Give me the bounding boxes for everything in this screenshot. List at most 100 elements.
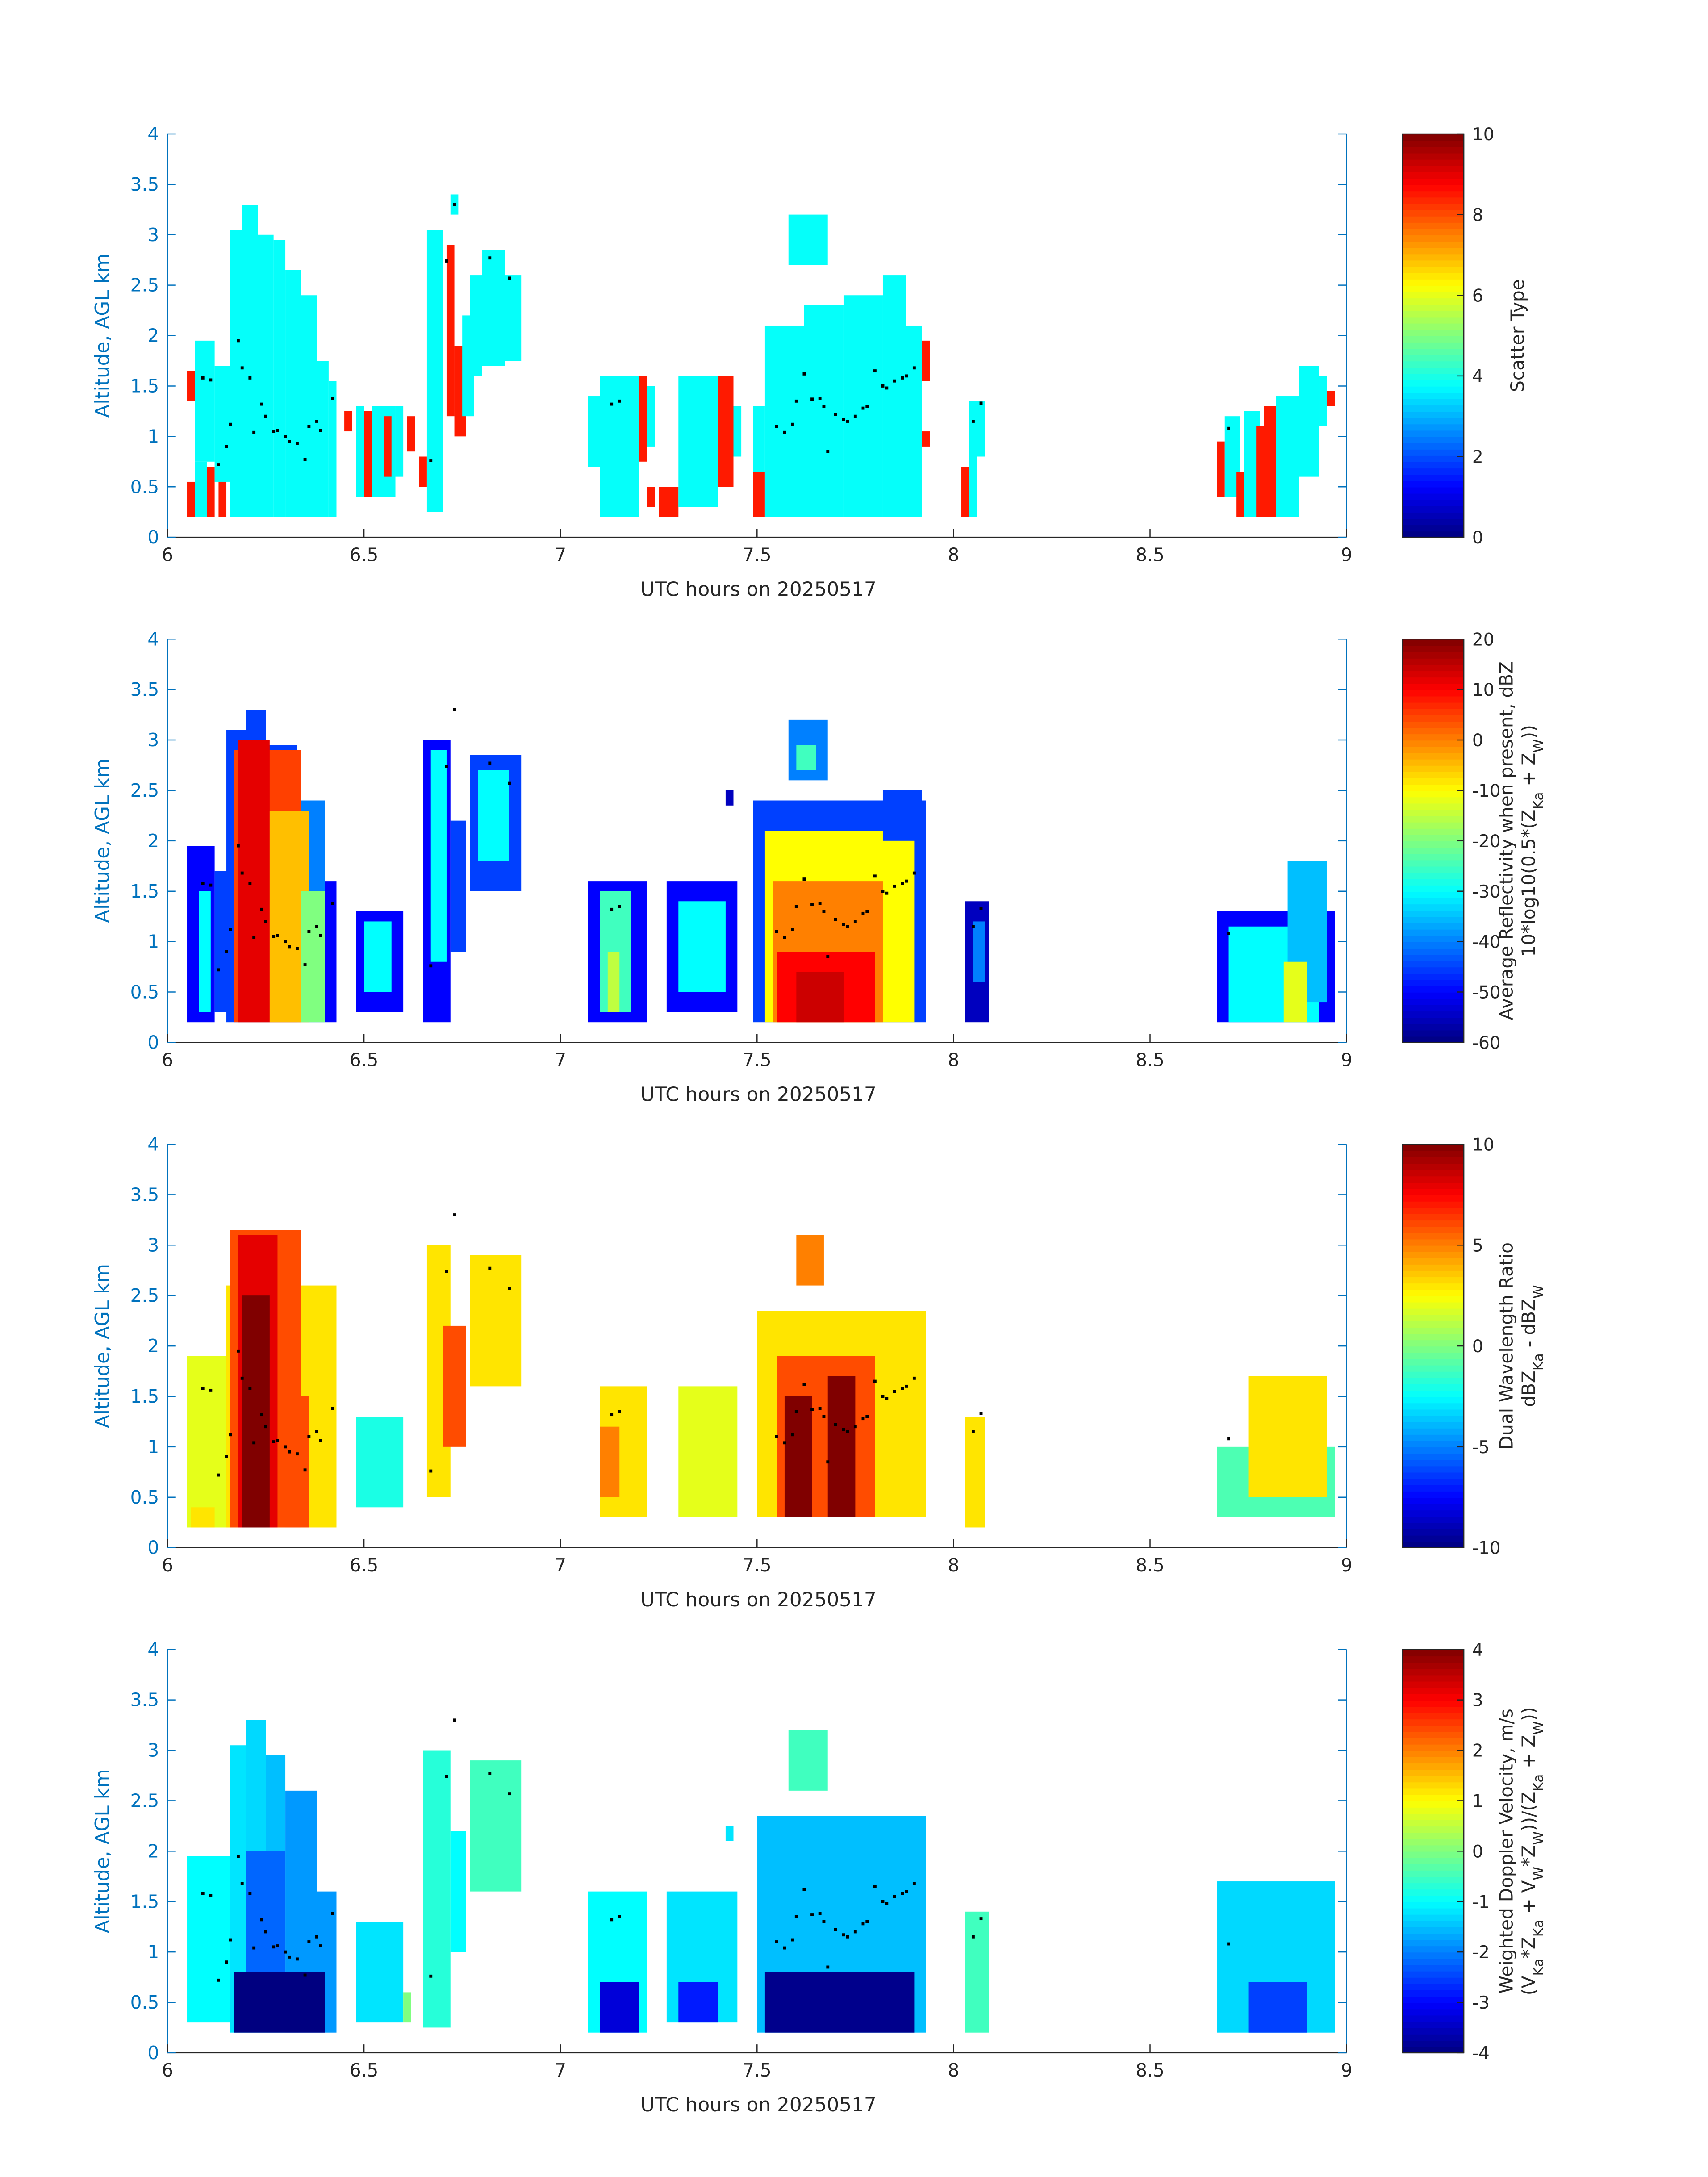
marker-dot: [810, 903, 814, 906]
heatmap-cell: [301, 891, 325, 1023]
colorbar-swatch: [1402, 1700, 1464, 1707]
heatmap-cell: [1319, 376, 1327, 426]
colorbar-swatch: [1402, 430, 1464, 437]
heatmap-cell: [764, 1972, 915, 2033]
colorbar-swatch: [1402, 860, 1464, 867]
marker-dot: [252, 1441, 256, 1445]
colorbar-swatch: [1402, 1914, 1464, 1921]
x-tick-label: 7: [555, 2060, 566, 2081]
colorbar-swatch: [1402, 1675, 1464, 1682]
marker-dot: [252, 936, 256, 939]
marker-dot: [209, 378, 213, 382]
colorbar-swatch: [1402, 1509, 1464, 1517]
x-tick-label: 9: [1341, 544, 1353, 565]
marker-dot: [201, 1892, 205, 1895]
colorbar-label-text: Dual Wavelength Ratio: [1496, 1242, 1517, 1450]
colorbar-swatch: [1402, 1901, 1464, 1909]
marker-dot: [865, 405, 869, 408]
y-tick-label: 0: [147, 1537, 159, 1559]
marker-dot: [272, 1440, 276, 1443]
marker-dot: [264, 1425, 267, 1429]
colorbar-swatch: [1402, 1744, 1464, 1751]
heatmap-cell: [301, 295, 317, 517]
colorbar-swatch: [1402, 1952, 1464, 1959]
colorbar-swatch: [1402, 380, 1464, 387]
colorbar-swatch: [1402, 771, 1464, 778]
marker-dot: [873, 369, 877, 373]
colorbar-swatch: [1402, 652, 1464, 659]
colorbar-swatch: [1402, 2040, 1464, 2047]
colorbar-swatch: [1402, 1390, 1464, 1397]
marker-dot: [873, 874, 877, 878]
colorbar-swatch: [1402, 1163, 1464, 1170]
colorbar-swatch: [1402, 696, 1464, 703]
marker-dot: [288, 1955, 291, 1959]
x-tick-label: 8.5: [1136, 1049, 1165, 1071]
heatmap-cell: [234, 1972, 325, 2033]
colorbar-tick-label: 5: [1472, 1236, 1483, 1256]
marker-dot: [775, 930, 778, 933]
marker-dot: [865, 910, 869, 913]
colorbar-swatch: [1402, 1681, 1464, 1688]
colorbar-swatch: [1402, 1826, 1464, 1833]
marker-dot: [264, 1930, 267, 1934]
heatmap-cell: [446, 245, 455, 417]
x-tick-label: 6: [162, 1049, 173, 1071]
marker-dot: [846, 925, 849, 928]
marker-dot: [885, 891, 889, 895]
heatmap-cell: [191, 1507, 215, 1528]
marker-dot: [775, 1940, 778, 1943]
marker-dot: [1227, 1437, 1230, 1441]
marker-dot: [209, 883, 213, 887]
heatmap-cell: [600, 1426, 620, 1497]
marker-dot: [979, 401, 983, 405]
x-axis-label: UTC hours on 20250517: [640, 578, 877, 601]
colorbar-swatch: [1402, 903, 1464, 911]
marker-dot: [783, 1441, 786, 1445]
marker-dot: [865, 1920, 869, 1923]
colorbar-swatch: [1402, 1977, 1464, 1984]
heatmap-cell: [470, 1255, 522, 1387]
panel-4: 6 6.5 7 7.5 8 8.5 9 0 0.5 1 1.5 2 2.5 3 3.5 4 UTC hours …: [91, 1639, 1547, 2116]
colorbar: -10 -5 0 5 10 Dual Wavelength Ratio dBZKa - dB…: [1402, 1135, 1546, 1559]
marker-dot: [217, 1473, 220, 1477]
colorbar-swatch: [1402, 1251, 1464, 1258]
colorbar-swatch: [1402, 1516, 1464, 1523]
heatmap-cell: [965, 1911, 989, 2033]
y-tick-label: 1: [147, 426, 159, 447]
colorbar-tick-label: 10: [1472, 680, 1495, 700]
x-axis-label: UTC hours on 20250517: [640, 1588, 877, 1611]
colorbar-label: Weighted Doppler Velocity, m/s: [1496, 1709, 1517, 1993]
marker-dot: [276, 934, 279, 937]
heatmap-cell: [285, 270, 301, 517]
marker-dot: [288, 440, 291, 443]
colorbar-swatch: [1402, 436, 1464, 443]
heatmap-cell: [1283, 961, 1307, 1023]
marker-dot: [303, 963, 307, 966]
colorbar-swatch: [1402, 524, 1464, 532]
marker-dot: [842, 418, 845, 421]
marker-dot: [618, 905, 621, 908]
colorbar-swatch: [1402, 1738, 1464, 1745]
x-tick-label: 7.5: [743, 2060, 772, 2081]
colorbar-swatch: [1402, 279, 1464, 286]
heatmap-cell: [242, 205, 258, 517]
colorbar-label-text: + Z: [1518, 753, 1540, 792]
colorbar-swatch: [1402, 2046, 1464, 2054]
marker-dot: [288, 1450, 291, 1454]
marker-dot: [971, 1430, 975, 1433]
colorbar-swatch: [1402, 803, 1464, 810]
heatmap-cell: [647, 487, 655, 507]
colorbar-swatch: [1402, 1706, 1464, 1713]
colorbar-swatch: [1402, 392, 1464, 399]
colorbar-swatch: [1402, 1756, 1464, 1764]
colorbar-swatch: [1402, 702, 1464, 709]
marker-dot: [853, 414, 857, 418]
marker-dot: [979, 1917, 983, 1921]
colorbar-swatch: [1402, 746, 1464, 753]
marker-dot: [775, 425, 778, 428]
x-tick-label: 8: [948, 2060, 959, 2081]
colorbar-swatch: [1402, 1649, 1464, 1657]
colorbar-swatch: [1402, 1157, 1464, 1164]
colorbar-swatch: [1402, 1945, 1464, 1953]
